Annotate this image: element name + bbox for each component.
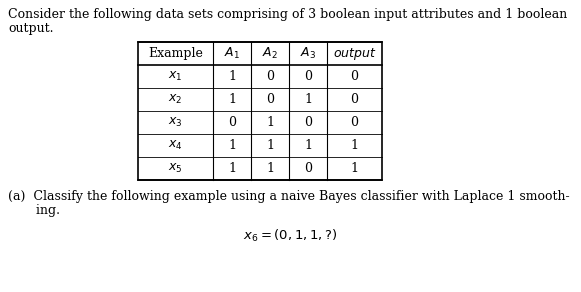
Text: 1: 1 [266,139,274,152]
Text: $x_5$: $x_5$ [168,162,183,175]
Text: 1: 1 [350,139,358,152]
Bar [138,42,382,180]
Text: ing.: ing. [8,204,60,217]
Text: 1: 1 [228,93,236,106]
Text: (a)  Classify the following example using a naive Bayes classifier with Laplace : (a) Classify the following example using… [8,190,569,203]
Text: 1: 1 [266,116,274,129]
Text: $x_1$: $x_1$ [168,70,183,83]
Text: $x_3$: $x_3$ [168,116,183,129]
Text: 1: 1 [304,139,312,152]
Text: 0: 0 [266,93,274,106]
Text: 0: 0 [304,162,312,175]
Text: 1: 1 [228,162,236,175]
Text: 1: 1 [228,139,236,152]
Text: $x_4$: $x_4$ [168,139,183,152]
Text: $A_1$: $A_1$ [224,46,240,61]
Text: 1: 1 [266,162,274,175]
Text: 0: 0 [350,116,358,129]
Text: $A_3$: $A_3$ [300,46,316,61]
Text: Example: Example [148,47,203,60]
Text: 1: 1 [304,93,312,106]
Text: Consider the following data sets comprising of 3 boolean input attributes and 1 : Consider the following data sets compris… [8,8,567,21]
Text: 1: 1 [228,70,236,83]
Text: 0: 0 [228,116,236,129]
Text: 0: 0 [350,70,358,83]
Text: 0: 0 [304,70,312,83]
Text: $\mathit{output}$: $\mathit{output}$ [333,46,376,62]
Text: 1: 1 [350,162,358,175]
Text: output.: output. [8,22,53,35]
Text: $x_6 = (0, 1, 1, ?)$: $x_6 = (0, 1, 1, ?)$ [243,228,338,244]
Text: 0: 0 [350,93,358,106]
Text: $x_2$: $x_2$ [168,93,182,106]
Text: 0: 0 [266,70,274,83]
Text: $A_2$: $A_2$ [262,46,278,61]
Text: 0: 0 [304,116,312,129]
